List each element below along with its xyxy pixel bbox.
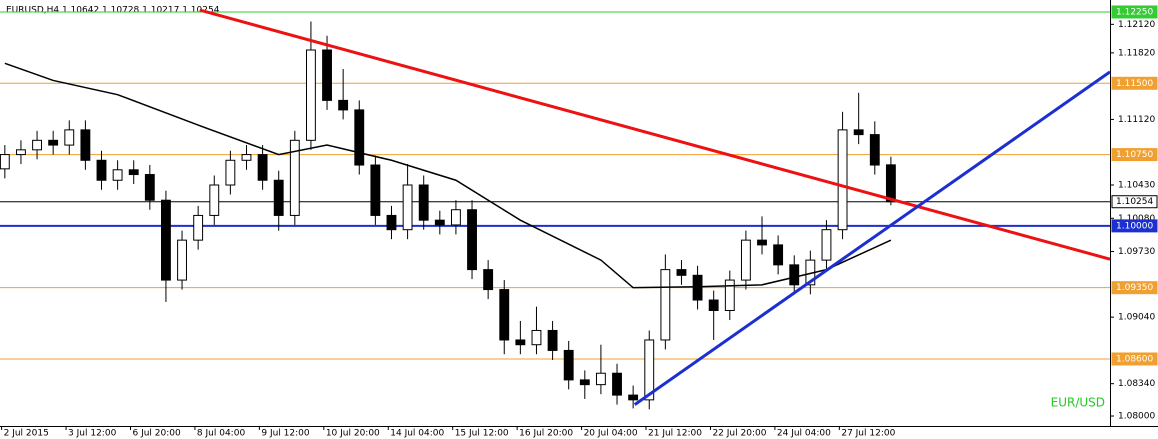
level-box — [1111, 5, 1158, 19]
level-box — [1111, 148, 1158, 162]
x-tick-label: 8 Jul 04:00 — [197, 429, 246, 439]
y-tick-label: 1.09730 — [1118, 247, 1155, 257]
candle-body — [660, 269, 671, 341]
candle-body — [869, 134, 880, 166]
candle-body — [241, 154, 252, 161]
candle-body — [724, 279, 735, 311]
y-tick-label: 1.12120 — [1118, 20, 1155, 30]
candle-body — [531, 329, 542, 346]
candle-body — [161, 199, 171, 281]
x-tick-label: 14 Jul 04:00 — [390, 429, 444, 439]
candle-body — [128, 169, 139, 176]
candle-body — [322, 49, 332, 101]
candle-body — [289, 139, 300, 216]
level-box — [1111, 352, 1158, 366]
candle-body — [499, 289, 510, 341]
y-tick-label: 1.11120 — [1118, 115, 1155, 125]
y-tick-label: 1.08340 — [1118, 379, 1155, 389]
candle-body — [418, 184, 429, 221]
level-label: 1.10750 — [1116, 150, 1153, 160]
level-label: 1.12250 — [1116, 7, 1153, 17]
candle-body — [467, 209, 477, 271]
candle-body — [386, 214, 397, 231]
x-tick-label: 16 Jul 20:00 — [519, 429, 573, 439]
candle-body — [773, 244, 784, 266]
x-tick-label: 10 Jul 20:00 — [326, 429, 380, 439]
watermark: EUR/USD — [1051, 396, 1105, 410]
candle-body — [692, 274, 703, 301]
candle-body — [612, 372, 622, 396]
candle-body — [821, 229, 832, 261]
candle-body — [370, 164, 381, 216]
x-tick-label: 15 Jul 12:00 — [455, 429, 509, 439]
y-tick-label: 1.10080 — [1118, 214, 1155, 224]
y-tick-label: 1.09040 — [1118, 313, 1155, 323]
level-label: 1.11500 — [1116, 79, 1153, 89]
moving-average — [4, 62, 892, 289]
x-tick-label: 6 Jul 20:00 — [132, 429, 181, 439]
x-tick-label: 24 Jul 04:00 — [777, 429, 831, 439]
level-label: 1.10000 — [1116, 221, 1153, 231]
candle-body — [708, 299, 719, 311]
x-tick-label: 3 Jul 12:00 — [68, 429, 117, 439]
candle-body — [579, 379, 590, 386]
x-tick-label: 2 Jul 2015 — [4, 429, 49, 439]
candle-body — [644, 339, 655, 401]
candle-body — [0, 154, 10, 170]
candle-body — [144, 174, 155, 201]
candle-body — [177, 239, 187, 281]
candle-body — [193, 214, 204, 241]
candle-body — [48, 139, 59, 146]
y-tick-label: 1.11820 — [1118, 48, 1155, 58]
candle-body — [563, 349, 574, 381]
level-label: 1.09350 — [1116, 283, 1153, 293]
candle-body — [257, 154, 268, 181]
x-tick-label: 9 Jul 12:00 — [261, 429, 310, 439]
candle-body — [676, 269, 687, 276]
candle-body — [354, 109, 365, 166]
candle-body — [547, 329, 558, 351]
candle-body — [740, 239, 751, 281]
candle-body — [434, 219, 445, 226]
candle-body — [16, 149, 26, 156]
candle-body — [402, 184, 413, 231]
candle-body — [64, 129, 75, 146]
level-box — [1111, 195, 1158, 209]
candle-body — [305, 49, 316, 141]
chart-title: EURUSD,H4 1.10642 1.10728 1.10217 1.1025… — [6, 6, 220, 16]
x-tick-label: 20 Jul 04:00 — [584, 429, 638, 439]
candle-body — [837, 129, 848, 231]
candle-body — [515, 339, 526, 346]
y-tick-label: 1.10430 — [1118, 181, 1155, 191]
candle-body — [80, 129, 91, 161]
candle-body — [885, 164, 896, 203]
y-tick-label: 1.08000 — [1118, 412, 1155, 422]
x-tick-label: 27 Jul 12:00 — [841, 429, 895, 439]
level-box — [1111, 281, 1158, 295]
candle-body — [483, 269, 494, 291]
level-box — [1111, 219, 1158, 233]
candle-body — [450, 209, 461, 226]
candle-body — [112, 169, 123, 181]
trend-line — [199, 8, 1111, 261]
candle-body — [338, 99, 349, 111]
candle-body — [789, 264, 800, 286]
candle-body — [32, 139, 42, 151]
candle-body — [96, 159, 107, 181]
candle-body — [209, 184, 220, 216]
candle-body — [628, 394, 639, 401]
x-tick-label: 21 Jul 12:00 — [648, 429, 702, 439]
trend-line — [633, 70, 1111, 406]
candle-body — [273, 179, 284, 216]
candle-body — [757, 239, 767, 246]
x-tick-label: 22 Jul 20:00 — [712, 429, 766, 439]
level-label: 1.10254 — [1116, 197, 1153, 207]
candle-body — [853, 129, 864, 136]
level-box — [1111, 76, 1158, 90]
level-label: 1.08600 — [1116, 354, 1153, 364]
candle-body — [595, 372, 606, 386]
candle-body — [225, 159, 236, 186]
